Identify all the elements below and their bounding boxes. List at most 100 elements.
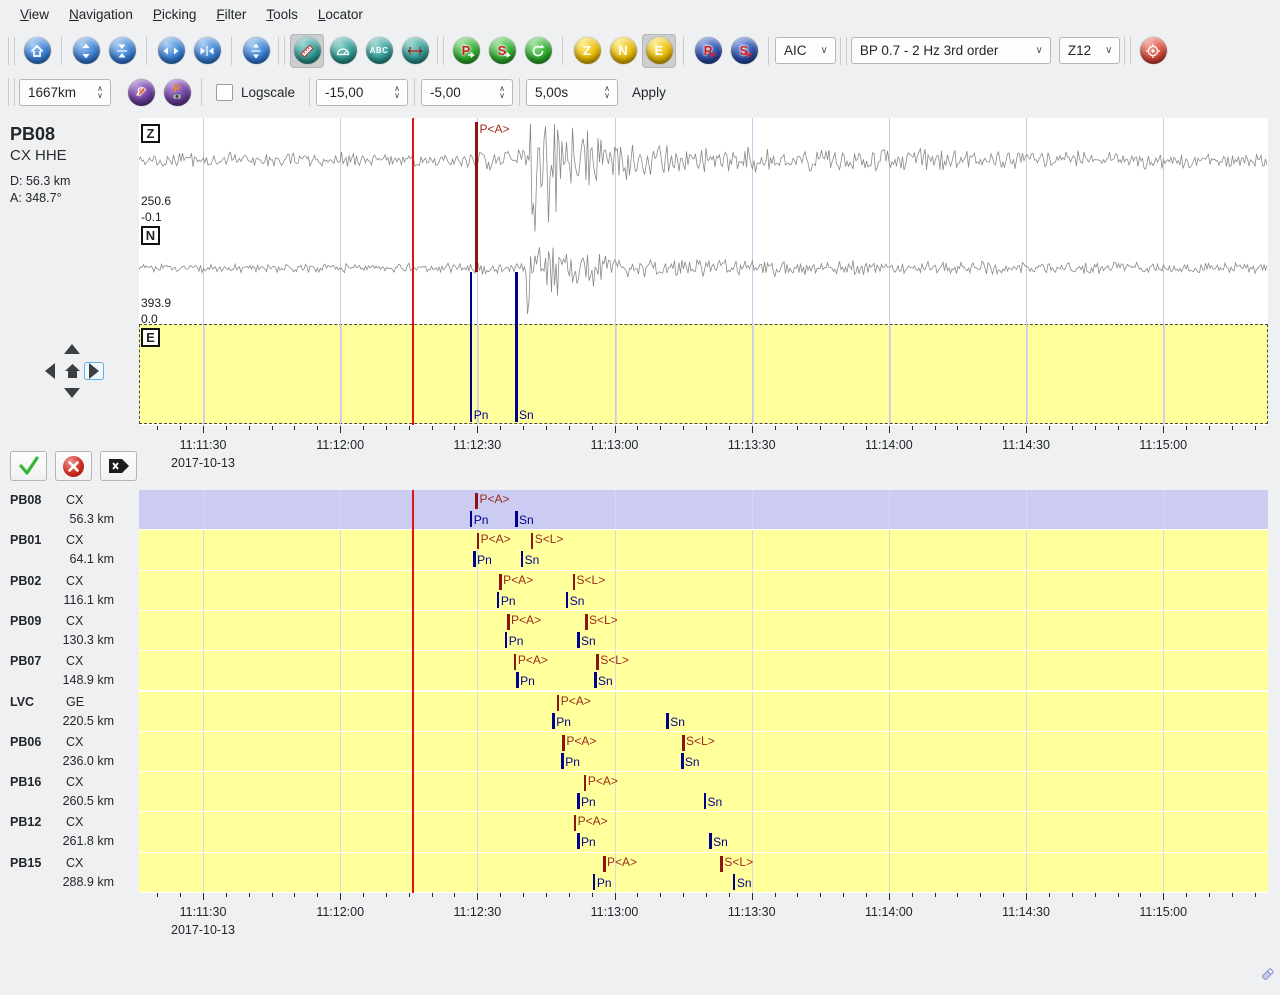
picker-algorithm-select[interactable]: AIC ∨: [775, 37, 836, 64]
menu-item-navigation[interactable]: Navigation: [59, 2, 143, 27]
pick-line-SL[interactable]: [596, 654, 599, 670]
pick-line-Pn[interactable]: [577, 833, 580, 849]
pick-line-SL[interactable]: [682, 735, 685, 751]
logscale-checkbox[interactable]: [216, 84, 233, 101]
window-end-spinbox[interactable]: -5,00 ∧∨: [421, 79, 513, 106]
pick-line-Pn[interactable]: [561, 753, 564, 769]
theoretical-arrival-button[interactable]: P: [160, 75, 194, 109]
reset-view-button[interactable]: [62, 362, 82, 380]
pick-line-Pn[interactable]: [473, 551, 476, 567]
apply-button[interactable]: Apply: [632, 85, 666, 100]
station-row-label-PB16[interactable]: PB16CX260.5 km: [0, 772, 139, 811]
station-trace-row-PB08[interactable]: P<A>PnSn: [139, 490, 1268, 529]
pick-line-PA[interactable]: [562, 735, 565, 751]
station-trace-row-PB12[interactable]: P<A>PnSn: [139, 812, 1268, 851]
pick-line-Sn[interactable]: [594, 672, 597, 688]
pick-line-Sn[interactable]: [515, 511, 518, 527]
menu-item-tools[interactable]: Tools: [256, 2, 308, 27]
component-n-button[interactable]: N: [606, 34, 640, 68]
pick-line-Sn[interactable]: [704, 793, 707, 809]
phase-names-button[interactable]: ABC: [362, 34, 396, 68]
pick-line-Sn[interactable]: [709, 833, 712, 849]
menu-item-filter[interactable]: Filter: [206, 2, 256, 27]
station-trace-row-PB07[interactable]: P<A>S<L>PnSn: [139, 651, 1268, 690]
pick-line-PA[interactable]: [557, 695, 560, 711]
time-zoom-out-button[interactable]: [190, 34, 224, 68]
toolbar-handle[interactable]: [437, 37, 444, 65]
scroll-up-button[interactable]: [62, 340, 82, 358]
scroll-right-button[interactable]: [84, 362, 104, 380]
station-row-label-PB08[interactable]: PB08CX56.3 km: [0, 490, 139, 529]
station-trace-row-PB02[interactable]: P<A>S<L>PnSn: [139, 571, 1268, 610]
pick-line-SL[interactable]: [720, 856, 723, 872]
waveform-trace-view[interactable]: Z250.6-0.1N393.90.0EP<A>PnSn: [139, 118, 1268, 425]
repick-button[interactable]: [521, 34, 555, 68]
rotation-select[interactable]: Z12 ∨: [1059, 37, 1121, 64]
pick-line-Sn[interactable]: [521, 551, 524, 567]
station-trace-row-PB01[interactable]: P<A>S<L>PnSn: [139, 530, 1268, 569]
component-label-Z[interactable]: Z: [141, 124, 160, 143]
goto-next-p-button[interactable]: P: [449, 34, 483, 68]
amplitude-zoom-in-button[interactable]: [69, 34, 103, 68]
polarity-tool-button[interactable]: [326, 34, 360, 68]
pick-line-PA[interactable]: [584, 775, 587, 791]
show-theoretical-p-button[interactable]: P: [691, 34, 725, 68]
distance-limit-spinbox[interactable]: 1667km ∧∨: [19, 79, 111, 106]
menu-item-picking[interactable]: Picking: [143, 2, 207, 27]
reset-amplitude-button[interactable]: [239, 34, 273, 68]
scroll-left-button[interactable]: [40, 362, 60, 380]
station-row-label-PB12[interactable]: PB12CX261.8 km: [0, 812, 139, 851]
station-row-label-PB02[interactable]: PB02CX116.1 km: [0, 571, 139, 610]
picking-mode-button[interactable]: [290, 34, 324, 68]
amplitude-zoom-out-button[interactable]: [105, 34, 139, 68]
pick-line-PA[interactable]: [603, 856, 606, 872]
align-uncertainty-button[interactable]: [398, 34, 432, 68]
pick-line-PA[interactable]: [475, 122, 478, 272]
pick-line-SL[interactable]: [573, 574, 576, 590]
relocate-button[interactable]: [1136, 34, 1170, 68]
time-zoom-in-button[interactable]: [154, 34, 188, 68]
default-view-button[interactable]: [20, 34, 54, 68]
pick-line-PA[interactable]: [499, 574, 502, 590]
pick-line-Pn[interactable]: [516, 672, 519, 688]
station-trace-row-PB16[interactable]: P<A>PnSn: [139, 772, 1268, 811]
pick-line-Sn[interactable]: [515, 272, 518, 422]
station-row-label-LVC[interactable]: LVCGE220.5 km: [0, 692, 139, 731]
confirm-pick-button[interactable]: [10, 451, 47, 481]
pick-line-Sn[interactable]: [566, 592, 569, 608]
station-trace-row-PB06[interactable]: P<A>S<L>PnSn: [139, 732, 1268, 771]
pick-line-SL[interactable]: [585, 614, 588, 630]
spin-arrows-icon[interactable]: ∧∨: [597, 85, 617, 99]
station-trace-row-PB15[interactable]: P<A>PnS<L>Sn: [139, 853, 1268, 892]
pick-line-PA[interactable]: [475, 493, 478, 509]
toolbar-handle[interactable]: [1124, 37, 1131, 65]
pick-line-Pn[interactable]: [593, 874, 596, 890]
station-row-label-PB09[interactable]: PB09CX130.3 km: [0, 611, 139, 650]
logscale-toggle[interactable]: Logscale: [216, 84, 295, 101]
component-e-button[interactable]: E: [642, 34, 676, 68]
pick-line-PA[interactable]: [507, 614, 510, 630]
size-grip-icon[interactable]: [1260, 966, 1276, 987]
pick-line-Pn[interactable]: [552, 713, 555, 729]
edit-picker-settings-button[interactable]: [124, 75, 158, 109]
station-row-label-PB07[interactable]: PB07CX148.9 km: [0, 651, 139, 690]
station-row-label-PB06[interactable]: PB06CX236.0 km: [0, 732, 139, 771]
component-label-E[interactable]: E: [141, 328, 160, 347]
delete-and-next-button[interactable]: [100, 451, 137, 481]
scroll-down-button[interactable]: [62, 384, 82, 402]
pick-line-Sn[interactable]: [733, 874, 736, 890]
pick-line-PA[interactable]: [477, 533, 480, 549]
pick-line-SL[interactable]: [531, 533, 534, 549]
station-trace-row-LVC[interactable]: P<A>PnSn: [139, 692, 1268, 731]
component-z-button[interactable]: Z: [570, 34, 604, 68]
filter-select[interactable]: BP 0.7 - 2 Hz 3rd order ∨: [851, 37, 1051, 64]
pick-line-Pn[interactable]: [577, 793, 580, 809]
pick-line-Pn[interactable]: [470, 272, 473, 422]
pick-line-Sn[interactable]: [666, 713, 669, 729]
menu-item-view[interactable]: View: [10, 2, 59, 27]
pick-line-PA[interactable]: [574, 815, 577, 831]
spin-arrows-icon[interactable]: ∧∨: [90, 85, 110, 99]
goto-next-s-button[interactable]: S: [485, 34, 519, 68]
show-theoretical-s-button[interactable]: S: [727, 34, 761, 68]
pick-line-Sn[interactable]: [681, 753, 684, 769]
